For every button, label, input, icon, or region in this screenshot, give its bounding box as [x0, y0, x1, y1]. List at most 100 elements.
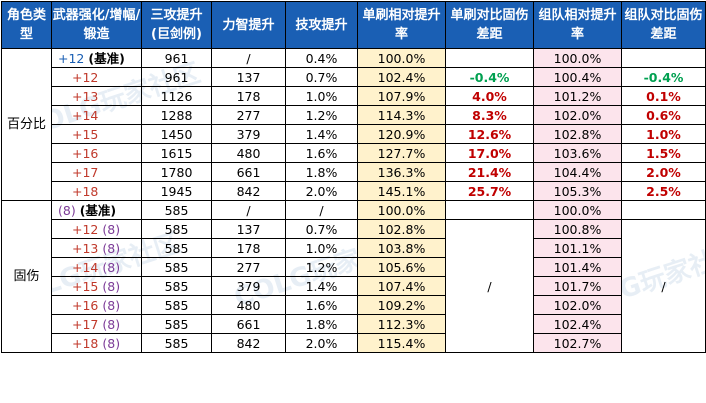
solo-rate-value: 105.6% — [357, 257, 446, 277]
weapon-level: +16 (8) — [51, 295, 142, 315]
solo-gap-value — [445, 48, 534, 68]
solo-gap-value: 25.7% — [445, 181, 534, 201]
level-value: +12 — [72, 221, 99, 237]
tri-attack-value: 585 — [141, 219, 212, 239]
weapon-level: +14 (8) — [51, 257, 142, 277]
str-int-value: 661 — [211, 314, 286, 334]
team-gap-value: 2.0% — [621, 162, 706, 182]
comparison-table: 角色类型 武器强化/增幅/锻造 三攻提升(巨剑例) 力智提升 技攻提升 单刷相对… — [1, 1, 706, 353]
header-tri-attack: 三攻提升(巨剑例) — [141, 1, 212, 49]
tri-attack-value: 585 — [141, 276, 212, 296]
level-paren: (8) — [102, 240, 121, 256]
header-team-gap: 组队对比固伤差距 — [621, 1, 706, 49]
table-row: +16 (8) 585 480 1.6% 109.2% 102.0% — [2, 295, 706, 315]
table-row: +18 (8) 585 842 2.0% 115.4% 102.7% — [2, 333, 706, 353]
level-value: +15 — [72, 278, 99, 294]
solo-rate-value: 100.0% — [357, 200, 446, 220]
str-int-value: 661 — [211, 162, 286, 182]
tri-attack-value: 585 — [141, 295, 212, 315]
weapon-level: +18 — [51, 181, 142, 201]
team-rate-value: 100.8% — [533, 219, 622, 239]
team-gap-value — [621, 48, 706, 68]
str-int-value: / — [211, 200, 286, 220]
team-rate-value: 101.1% — [533, 238, 622, 258]
header-skill-attack: 技攻提升 — [285, 1, 358, 49]
team-rate-value: 104.4% — [533, 162, 622, 182]
skill-attack-value: 1.4% — [285, 276, 358, 296]
str-int-value: 379 — [211, 276, 286, 296]
solo-gap-merged: / — [445, 219, 534, 353]
team-rate-value: 102.0% — [533, 105, 622, 125]
solo-rate-value: 102.8% — [357, 219, 446, 239]
level-value: +16 — [72, 297, 99, 313]
team-gap-merged: / — [621, 219, 706, 353]
team-rate-value: 101.4% — [533, 257, 622, 277]
team-rate-value: 100.4% — [533, 67, 622, 87]
skill-attack-value: 1.2% — [285, 105, 358, 125]
team-gap-value — [621, 200, 706, 220]
header-solo-rate: 单刷相对提升率 — [357, 1, 446, 49]
level-paren: (8) — [102, 335, 121, 351]
table-row: +12 (8) 585 137 0.7% 102.8%/100.8% / — [2, 219, 706, 353]
level-value: +13 — [72, 240, 99, 256]
header-row: 角色类型 武器强化/增幅/锻造 三攻提升(巨剑例) 力智提升 技攻提升 单刷相对… — [1, 1, 706, 49]
tri-attack-value: 1450 — [141, 124, 212, 144]
tri-attack-value: 961 — [141, 48, 212, 68]
header-solo-gap: 单刷对比固伤差距 — [445, 1, 534, 49]
weapon-level: +18 (8) — [51, 333, 142, 353]
weapon-level: +14 — [51, 105, 142, 125]
str-int-value: 137 — [211, 67, 286, 87]
solo-rate-value: 100.0% — [357, 48, 446, 68]
team-rate-value: 102.7% — [533, 333, 622, 353]
solo-rate-value: 127.7% — [357, 143, 446, 163]
level-value: +17 — [72, 164, 99, 180]
level-paren: (8) — [102, 278, 121, 294]
skill-attack-value: 1.8% — [285, 314, 358, 334]
tri-attack-value: 1945 — [141, 181, 212, 201]
skill-attack-value: 0.4% — [285, 48, 358, 68]
solo-rate-value: 107.4% — [357, 276, 446, 296]
skill-attack-value: 1.2% — [285, 257, 358, 277]
skill-attack-value: 2.0% — [285, 181, 358, 201]
solo-gap-value: -0.4% — [445, 67, 534, 87]
skill-attack-value: 0.7% — [285, 219, 358, 239]
str-int-value: 480 — [211, 295, 286, 315]
weapon-level: +17 (8) — [51, 314, 142, 334]
tri-attack-value: 585 — [141, 333, 212, 353]
tri-attack-value: 585 — [141, 257, 212, 277]
level-paren: (8) — [102, 316, 121, 332]
table-row: +18 1945 842 2.0% 145.1% 25.7% 105.3% 2.5% — [2, 181, 706, 201]
team-gap-value: 2.5% — [621, 181, 706, 201]
level-value: +18 — [72, 183, 99, 199]
skill-attack-value: 2.0% — [285, 333, 358, 353]
skill-attack-value: 0.7% — [285, 67, 358, 87]
level-value: +12 — [72, 69, 99, 85]
solo-rate-value: 136.3% — [357, 162, 446, 182]
team-rate-value: 105.3% — [533, 181, 622, 201]
level-value: +12 — [58, 50, 85, 66]
solo-gap-value: 12.6% — [445, 124, 534, 144]
weapon-level: +15 (8) — [51, 276, 142, 296]
str-int-value: 277 — [211, 257, 286, 277]
team-gap-value: 1.5% — [621, 143, 706, 163]
tri-attack-value: 585 — [141, 238, 212, 258]
solo-rate-value: 115.4% — [357, 333, 446, 353]
tri-attack-value: 1126 — [141, 86, 212, 106]
level-value: +13 — [72, 88, 99, 104]
str-int-value: 277 — [211, 105, 286, 125]
team-rate-value: 100.0% — [533, 200, 622, 220]
solo-rate-value: 107.9% — [357, 86, 446, 106]
level-value: +17 — [72, 316, 99, 332]
header-weapon: 武器强化/增幅/锻造 — [51, 1, 142, 49]
team-rate-value: 100.0% — [533, 48, 622, 68]
solo-rate-value: 103.8% — [357, 238, 446, 258]
solo-gap-value: 17.0% — [445, 143, 534, 163]
tri-attack-value: 1288 — [141, 105, 212, 125]
level-paren: (8) — [102, 221, 121, 237]
weapon-level: +13 — [51, 86, 142, 106]
weapon-level: +15 — [51, 124, 142, 144]
table-row: +14 (8) 585 277 1.2% 105.6% 101.4% — [2, 257, 706, 277]
team-gap-value: 0.6% — [621, 105, 706, 125]
weapon-level: +12 — [51, 67, 142, 87]
weapon-level: (8) (基准) — [51, 200, 142, 220]
